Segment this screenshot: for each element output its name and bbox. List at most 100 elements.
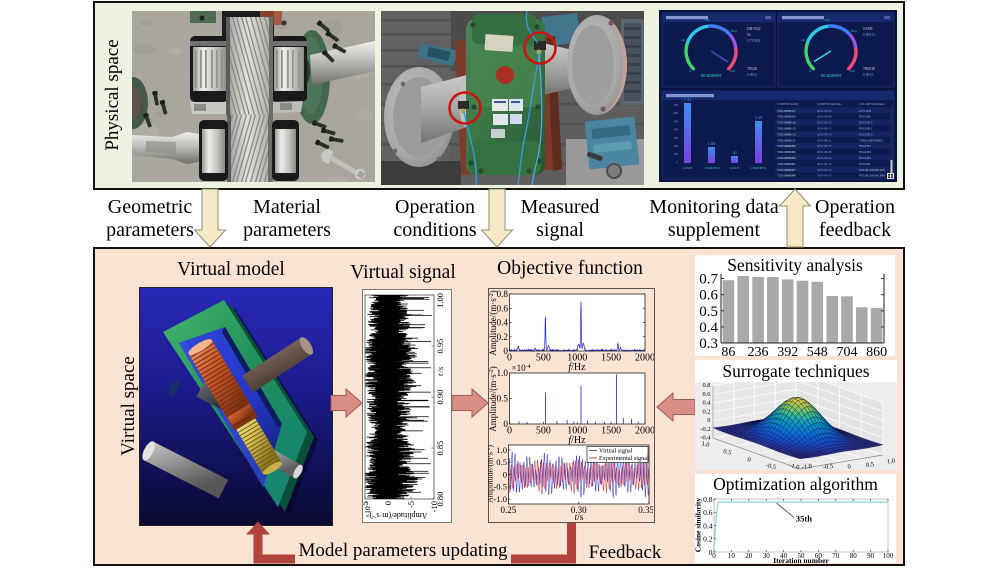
svg-text:TXD19080101: TXD19080101 — [777, 109, 796, 113]
svg-text:Cosine similarity: Cosine similarity — [695, 498, 703, 553]
svg-text:786X3E: 786X3E — [863, 67, 876, 71]
svg-text:87GZ284: 87GZ284 — [859, 150, 871, 154]
svg-text:TXD19080114: TXD19080114 — [777, 132, 796, 136]
svg-text:0.95: 0.95 — [435, 339, 445, 354]
svg-text:236: 236 — [748, 345, 769, 356]
svg-text:700: 700 — [674, 103, 679, 107]
svg-text:Iteration number: Iteration number — [773, 556, 829, 563]
svg-text:860: 860 — [866, 345, 887, 356]
svg-text:Amplitude/(m·s-2): Amplitude/(m·s-2) — [488, 445, 495, 503]
svg-text:0: 0 — [689, 69, 691, 73]
svg-text:2019-08-15: 2019-08-15 — [817, 127, 832, 131]
svg-text:2019-08-18: 2019-08-18 — [817, 132, 832, 136]
svg-text:0.4: 0.4 — [703, 521, 713, 530]
svg-text:TXD19080115: TXD19080115 — [777, 127, 796, 131]
svg-text:78X3E: 78X3E — [747, 67, 758, 71]
svg-text:TXD19080110: TXD19080110 — [777, 121, 796, 125]
svg-text:S-D06: S-D06 — [863, 27, 873, 31]
svg-text:60: 60 — [815, 552, 823, 560]
svg-text:90: 90 — [867, 552, 875, 560]
svg-text:87GZ283: 87GZ283 — [859, 156, 871, 160]
svg-text:-0.5: -0.5 — [823, 463, 834, 470]
svg-text:-10: -10 — [429, 501, 439, 512]
svg-text:-0.5: -0.5 — [493, 482, 507, 492]
svg-text:-0.4: -0.4 — [700, 435, 711, 442]
svg-text:GZYJ228: GZYJ228 — [859, 109, 872, 113]
svg-text:0.5: 0.5 — [496, 457, 507, 467]
svg-text:300: 300 — [674, 136, 679, 140]
svg-text:2019-08-21: 2019-08-21 — [817, 138, 832, 142]
svg-text:40: 40 — [801, 38, 805, 42]
svg-text:87GZ281: 87GZ281 — [859, 144, 871, 148]
svg-text:2019-09-20: 2019-09-20 — [817, 174, 832, 178]
svg-text:Virtual signal: Virtual signal — [599, 448, 633, 455]
svg-text:1.0: 1.0 — [496, 445, 507, 455]
svg-text:30: 30 — [763, 552, 771, 560]
svg-text:f/Hz: f/Hz — [568, 362, 586, 373]
svg-text:87GZ2813: 87GZ2813 — [859, 132, 873, 136]
svg-text:0.8: 0.8 — [703, 495, 713, 504]
svg-text:TXD19080061: TXD19080061 — [777, 162, 796, 166]
svg-text:0.4: 0.4 — [497, 318, 509, 328]
svg-text:TXD19080102: TXD19080102 — [777, 115, 796, 119]
svg-text:2019-08-08: 2019-08-08 — [817, 115, 832, 119]
svg-text:0: 0 — [709, 548, 713, 557]
svg-text:88.82RPM: 88.82RPM — [821, 73, 841, 78]
svg-text:0.80: 0.80 — [435, 492, 445, 507]
svg-text:2019-08-06: 2019-08-06 — [817, 109, 832, 113]
svg-text:0: 0 — [503, 469, 507, 479]
svg-text:1000: 1000 — [567, 353, 587, 364]
svg-text:GNLB: GNLB — [683, 166, 692, 170]
svg-text:87GZ28J: 87GZ28J — [859, 162, 871, 166]
svg-text:7.41: 7.41 — [684, 97, 692, 102]
svg-text:TXD19080066: TXD19080066 — [777, 144, 796, 148]
svg-text:70: 70 — [832, 552, 840, 560]
svg-text:0.7: 0.7 — [699, 272, 718, 288]
svg-text:40: 40 — [681, 38, 685, 42]
svg-text:×10-4: ×10-4 — [512, 363, 531, 373]
svg-text:0.6: 0.6 — [699, 288, 718, 304]
svg-text:-0.5: -0.5 — [765, 462, 776, 470]
svg-text:2019-08-28: 2019-08-28 — [817, 150, 832, 154]
svg-text:0.4: 0.4 — [699, 320, 718, 336]
svg-text:500: 500 — [536, 426, 551, 437]
svg-text:×10-3: ×10-3 — [363, 502, 372, 518]
svg-text:0: 0 — [503, 346, 508, 356]
svg-text:0.30: 0.30 — [571, 505, 587, 515]
svg-text:5.29: 5.29 — [755, 115, 763, 120]
svg-text:Experimental signal: Experimental signal — [599, 455, 649, 462]
svg-text:t: t — [435, 373, 445, 376]
svg-text:2000: 2000 — [635, 353, 654, 364]
svg-text:t/s: t/s — [575, 513, 584, 523]
svg-text:0.5: 0.5 — [866, 461, 875, 469]
svg-text:-1.0: -1.0 — [789, 462, 800, 470]
svg-text:1000: 1000 — [567, 426, 587, 437]
svg-text:0.2: 0.2 — [497, 332, 509, 342]
svg-text:COMFB/TaskID: COMFB/TaskID — [777, 102, 799, 106]
svg-text:5: 5 — [363, 501, 370, 505]
svg-text:0: 0 — [677, 160, 679, 164]
svg-text:2019-09-10: 2019-09-10 — [817, 162, 832, 166]
svg-text:400: 400 — [674, 128, 679, 132]
svg-text:TXD19080068: TXD19080068 — [777, 174, 796, 178]
svg-text:85.6: 85.6 — [731, 29, 737, 33]
svg-text:0: 0 — [503, 419, 508, 429]
svg-text:0.4: 0.4 — [703, 400, 712, 407]
svg-text:500: 500 — [536, 353, 551, 364]
svg-text:0.5: 0.5 — [723, 448, 732, 457]
svg-text:87K28GZ8D8JL828: 87K28GZ8D8JL828 — [859, 168, 885, 172]
svg-text:200: 200 — [674, 144, 679, 148]
svg-text:40: 40 — [780, 552, 788, 560]
svg-text:2019-09-16: 2019-09-16 — [817, 168, 832, 172]
svg-text:0.3: 0.3 — [699, 336, 718, 352]
svg-text:-1.0: -1.0 — [493, 494, 507, 504]
svg-text:0: 0 — [847, 463, 851, 470]
svg-text:704: 704 — [837, 345, 858, 356]
svg-text:Amplitude/(m·s-2): Amplitude/(m·s-2) — [369, 511, 427, 519]
svg-text:0: 0 — [507, 353, 512, 364]
svg-text:0: 0 — [712, 552, 716, 560]
svg-text:CXMLBYQ: CXMLBYQ — [751, 166, 768, 170]
svg-text:0.6: 0.6 — [497, 303, 509, 313]
svg-text:1.0: 1.0 — [887, 457, 896, 465]
svg-text:TXD19080060: TXD19080060 — [777, 156, 796, 160]
